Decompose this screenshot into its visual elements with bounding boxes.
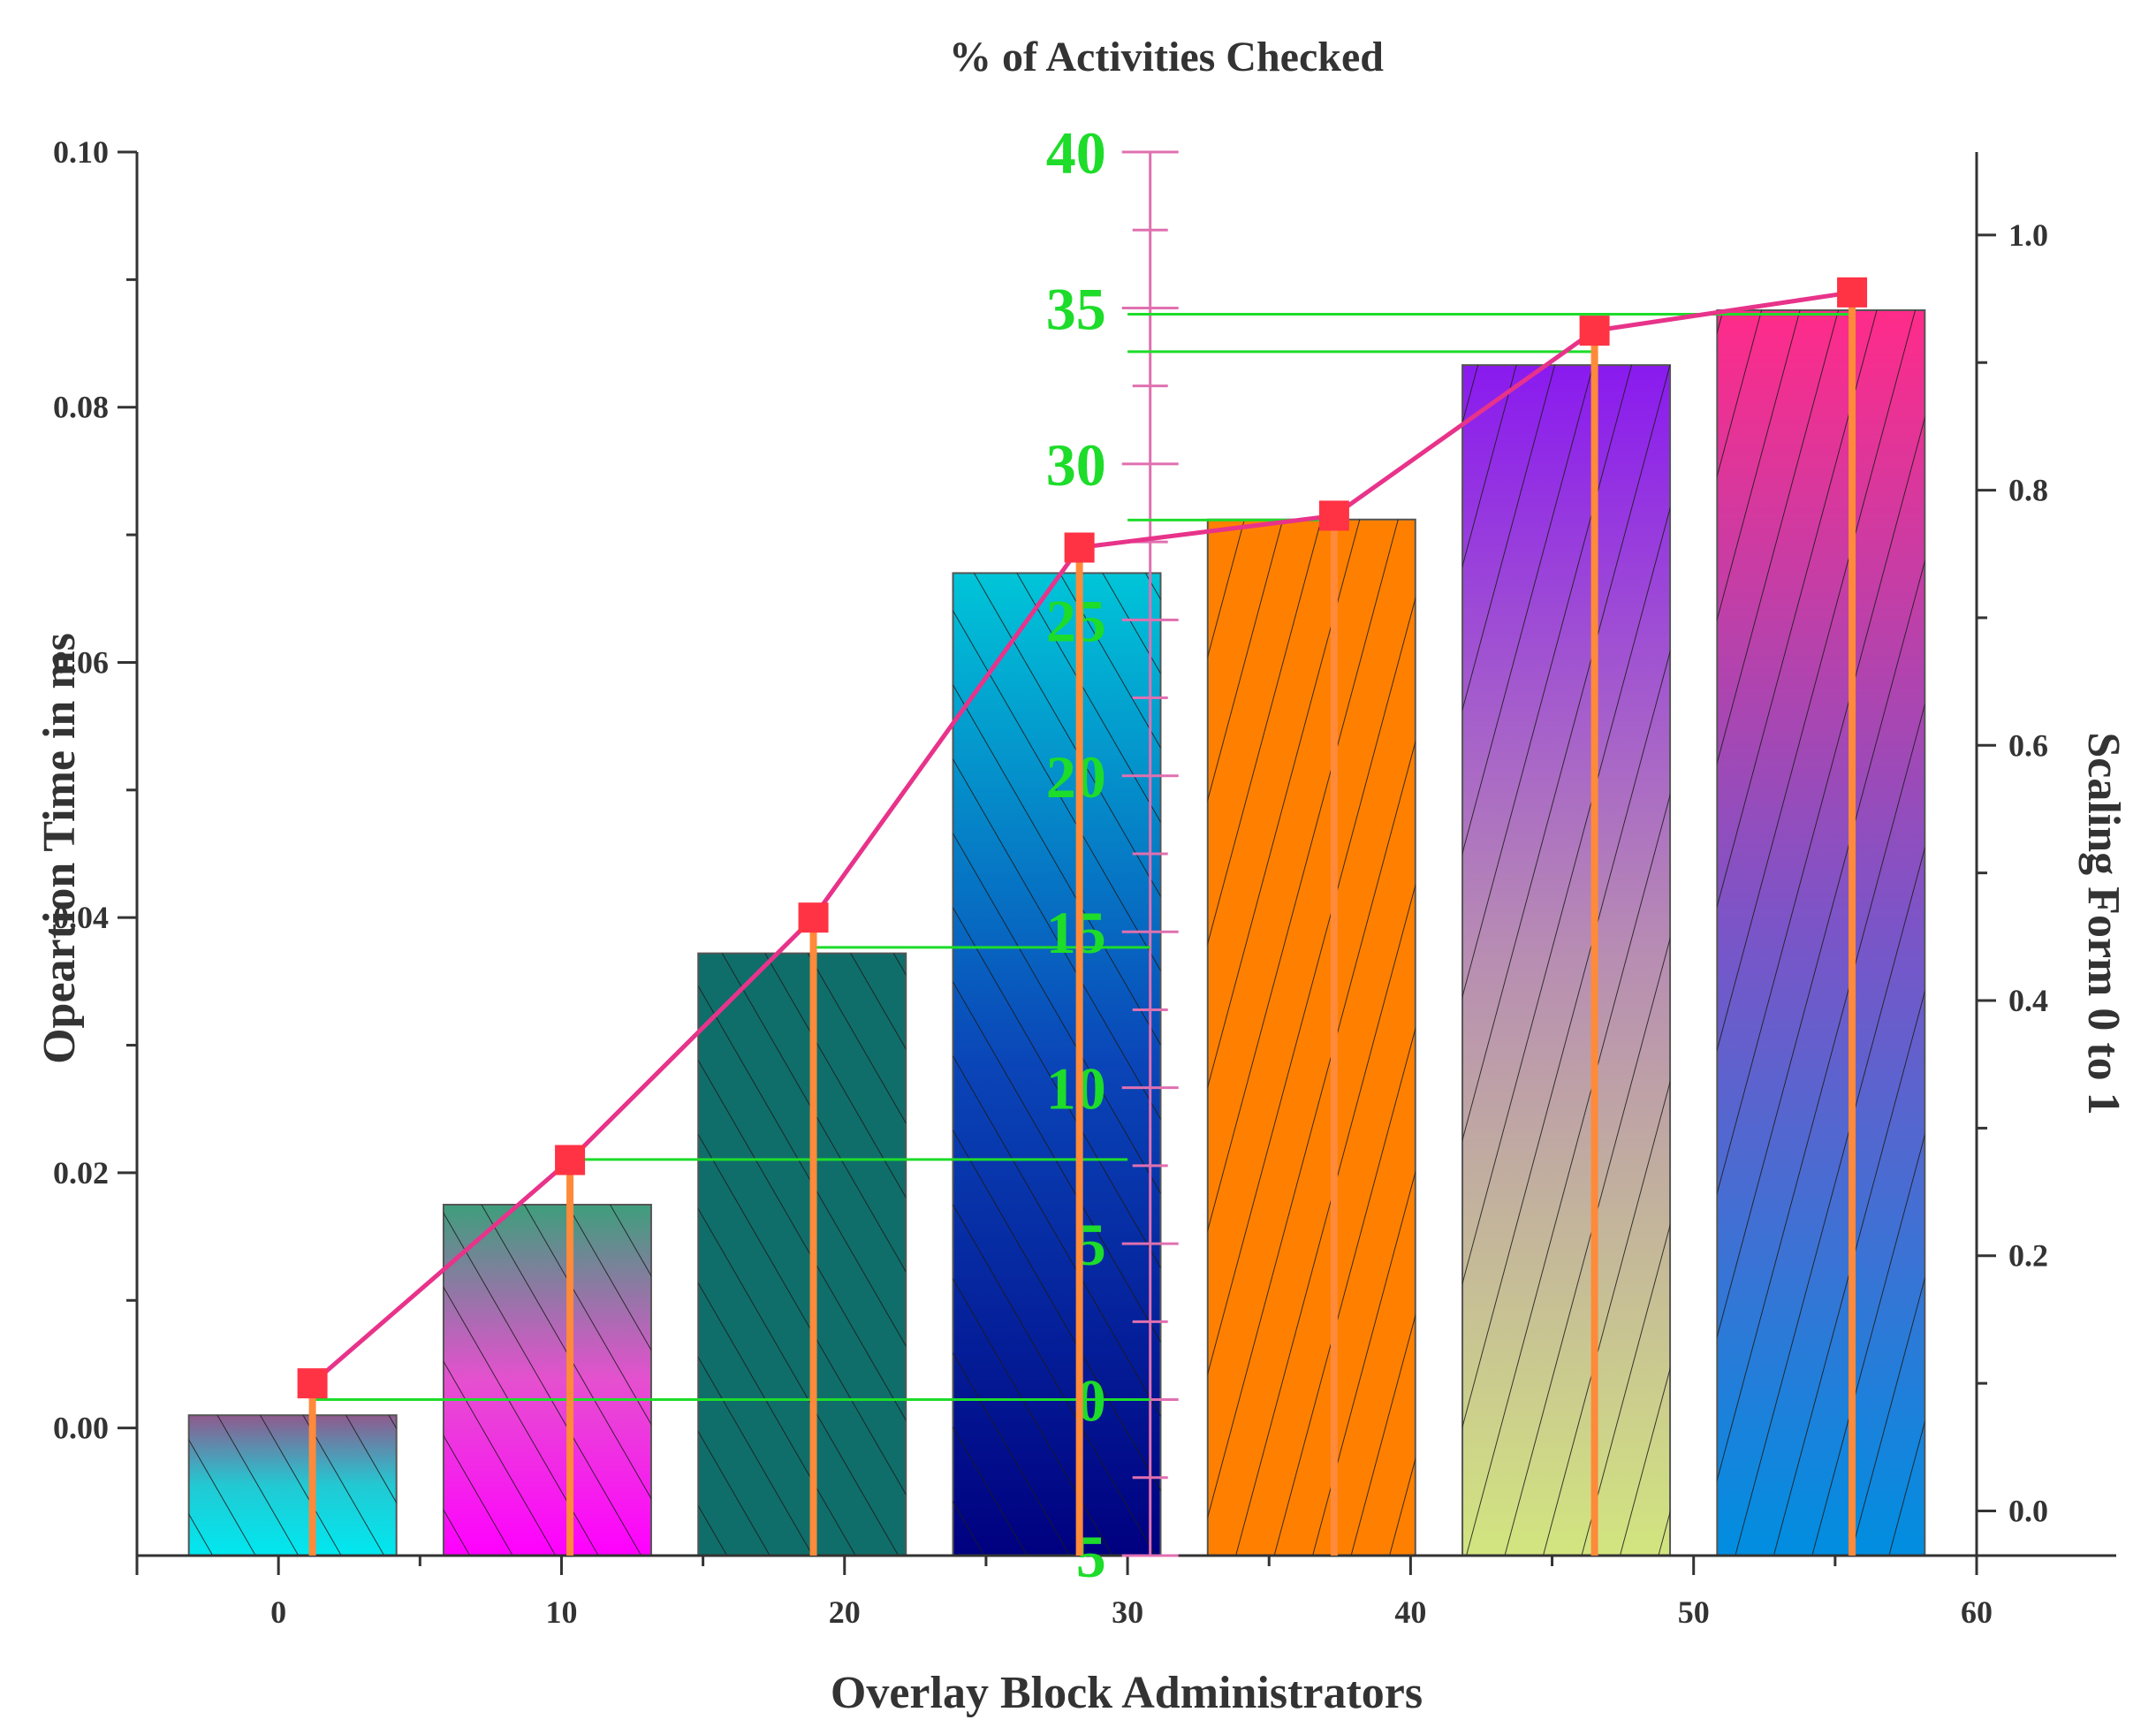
bar-hatch [188,1415,397,1556]
y2-tick-label: 0.8 [2008,473,2048,508]
series-point [1579,316,1610,346]
axes-group: 0 10 20 30 40 50 60 0.00 0.02 0.04 0.06 0.08 0.10 0.0… [53,119,2116,1630]
bars-group [187,309,1926,1557]
x-axis-title: Overlay Block Administrators [831,1668,1423,1718]
series-point [1318,500,1349,531]
series-group [297,277,1868,1556]
series-point [555,1145,586,1176]
y-tick-label: 0.00 [53,1411,109,1446]
x-tick-label: 60 [1961,1594,1993,1630]
x-tick-label: 50 [1678,1594,1710,1630]
y-tick-label: 0.10 [53,134,109,170]
y2-axis-title: Scaling Form 0 to 1 [2078,732,2129,1115]
series-point [1064,532,1095,563]
y2-tick-label: 0.2 [2008,1238,2048,1274]
y2-tick-label: 1.0 [2008,217,2048,253]
bar-hatch [698,953,907,1556]
x-tick-label: 0 [270,1594,286,1630]
y3-tick-label: 35 [1046,275,1106,342]
y-tick-label: 0.06 [53,644,109,680]
bar-hatch [1207,519,1416,1556]
y3-tick-label: 40 [1046,119,1106,186]
bar-hatch [953,573,1161,1556]
y3-tick-label: 30 [1046,431,1106,498]
y2-tick-label: 0.0 [2008,1493,2048,1528]
x-tick-label: 10 [545,1594,577,1630]
chart-title: % of Activities Checked [949,34,1384,80]
y-tick-label: 0.02 [53,1155,109,1191]
y2-tick-label: 0.4 [2008,983,2048,1018]
series-point [297,1368,328,1399]
x-tick-label: 30 [1112,1594,1143,1630]
reference-lines-group [312,313,1853,1402]
y-axis-title: Opeartion Time in ms [34,633,85,1064]
bar-hatch [443,1205,651,1556]
series-point [798,902,829,933]
x-tick-label: 40 [1394,1594,1426,1630]
x-tick-label: 20 [829,1594,861,1630]
bar-hatch [1717,310,1925,1556]
y2-tick-label: 0.6 [2008,727,2048,763]
y-tick-label: 0.04 [53,900,109,935]
series-point [1837,277,1868,308]
bar-hatch [1462,365,1671,1556]
y-tick-label: 0.08 [53,390,109,425]
